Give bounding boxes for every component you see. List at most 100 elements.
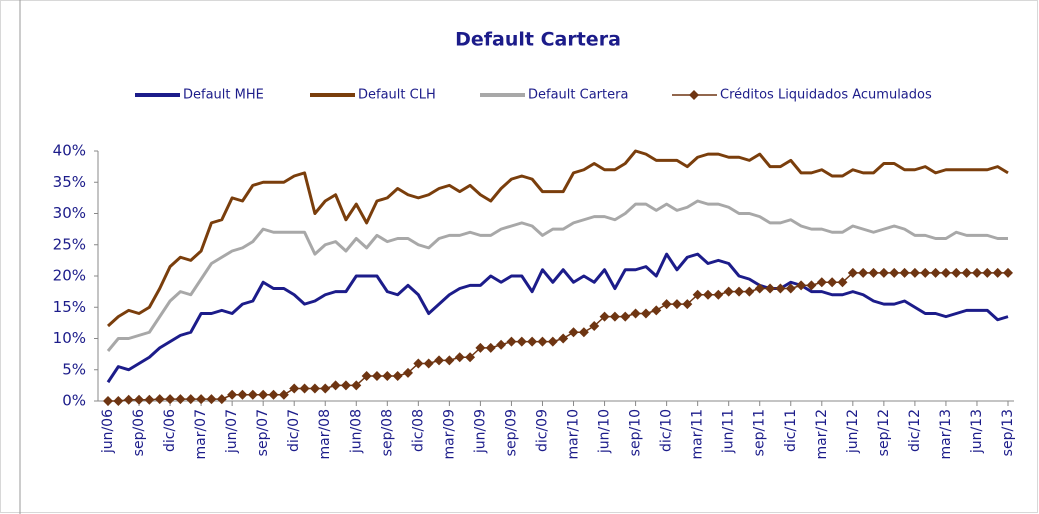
legend-label: Créditos Liquidados Acumulados bbox=[720, 88, 932, 103]
series-line bbox=[108, 272, 1008, 402]
x-tick-label: dic/07 bbox=[286, 409, 302, 452]
x-tick-label: dic/11 bbox=[783, 409, 799, 452]
series-marker bbox=[340, 380, 351, 391]
x-tick-label: mar/09 bbox=[441, 409, 457, 460]
series-marker bbox=[930, 267, 941, 278]
series-line bbox=[106, 199, 1008, 352]
series-marker bbox=[827, 277, 838, 288]
series-marker bbox=[692, 289, 703, 300]
series-marker bbox=[496, 339, 507, 350]
series-marker bbox=[309, 383, 320, 394]
series-marker bbox=[671, 299, 682, 310]
x-tick-label: mar/12 bbox=[814, 409, 830, 460]
x-tick-label: sep/09 bbox=[503, 409, 519, 456]
series-marker bbox=[599, 311, 610, 322]
series-marker bbox=[258, 389, 269, 400]
legend-label: Default Cartera bbox=[528, 88, 628, 103]
series-marker bbox=[289, 383, 300, 394]
x-tick-label: dic/06 bbox=[162, 409, 178, 452]
series-marker bbox=[175, 394, 186, 405]
series-marker bbox=[547, 336, 558, 347]
legend-label: Default MHE bbox=[183, 88, 264, 103]
series-marker bbox=[713, 289, 724, 300]
series-marker bbox=[206, 394, 217, 405]
series-marker bbox=[196, 394, 207, 405]
series-marker bbox=[123, 394, 134, 405]
series-marker bbox=[640, 308, 651, 319]
series-marker bbox=[858, 267, 869, 278]
series-marker bbox=[227, 389, 238, 400]
series-marker bbox=[578, 327, 589, 338]
series-marker bbox=[320, 383, 331, 394]
x-tick-label: mar/08 bbox=[317, 409, 333, 460]
series-marker bbox=[165, 394, 176, 405]
series-marker bbox=[775, 283, 786, 294]
y-tick-label: 0% bbox=[62, 392, 86, 410]
x-tick-label: sep/10 bbox=[628, 409, 644, 456]
series-marker bbox=[816, 277, 827, 288]
series-marker bbox=[558, 333, 569, 344]
series-marker bbox=[899, 267, 910, 278]
series-marker bbox=[485, 342, 496, 353]
series-marker bbox=[723, 286, 734, 297]
x-tick-label: mar/07 bbox=[193, 409, 209, 460]
x-tick-label: mar/10 bbox=[566, 409, 582, 460]
series-marker bbox=[971, 267, 982, 278]
series-marker bbox=[392, 371, 403, 381]
y-tick-label: 40% bbox=[53, 142, 86, 160]
y-tick-label: 35% bbox=[53, 173, 86, 191]
series-marker bbox=[589, 321, 600, 331]
x-tick-label: dic/10 bbox=[659, 409, 675, 452]
series-marker bbox=[454, 352, 465, 363]
series-marker bbox=[351, 380, 362, 391]
series-marker bbox=[465, 352, 476, 363]
x-tick-label: mar/13 bbox=[938, 409, 954, 460]
series-marker bbox=[537, 336, 548, 347]
series-marker bbox=[982, 267, 993, 278]
series-marker bbox=[247, 389, 258, 400]
series-marker bbox=[237, 389, 248, 400]
series-marker bbox=[1003, 267, 1013, 278]
series-marker bbox=[961, 267, 972, 278]
series-line bbox=[106, 252, 1009, 384]
series-marker bbox=[682, 299, 693, 310]
series-marker bbox=[630, 308, 641, 319]
series-marker bbox=[527, 336, 538, 347]
x-tick-label: jun/11 bbox=[721, 409, 737, 454]
x-tick-label: jun/12 bbox=[845, 409, 861, 454]
x-tick-label: sep/07 bbox=[255, 409, 271, 456]
series-marker bbox=[889, 267, 900, 278]
x-tick-label: dic/08 bbox=[410, 409, 426, 452]
series-marker bbox=[837, 277, 848, 288]
series-marker bbox=[299, 383, 310, 394]
y-tick-label: 20% bbox=[53, 267, 86, 285]
series-marker bbox=[992, 267, 1003, 278]
series-marker bbox=[620, 311, 631, 322]
series-marker bbox=[651, 305, 662, 316]
series-marker bbox=[103, 396, 113, 406]
chart-title: Default Cartera bbox=[455, 29, 621, 51]
series-marker bbox=[382, 371, 393, 381]
series-marker bbox=[847, 267, 858, 278]
series-marker bbox=[154, 394, 165, 405]
x-tick-label: jun/10 bbox=[597, 409, 613, 454]
y-tick-label: 15% bbox=[53, 298, 86, 316]
series-marker bbox=[796, 280, 807, 291]
x-tick-label: sep/12 bbox=[876, 409, 892, 456]
series-marker bbox=[506, 336, 517, 347]
series-marker bbox=[785, 283, 796, 294]
y-tick-label: 25% bbox=[53, 235, 86, 253]
series-marker bbox=[703, 289, 713, 300]
series-marker bbox=[744, 286, 755, 297]
y-tick-label: 10% bbox=[53, 329, 86, 347]
series-marker bbox=[361, 371, 372, 381]
legend-marker bbox=[689, 90, 699, 100]
legend-label: Default CLH bbox=[358, 88, 436, 103]
series-marker bbox=[909, 267, 920, 278]
x-tick-label: sep/08 bbox=[379, 409, 395, 456]
series-marker bbox=[765, 283, 776, 294]
y-tick-label: 5% bbox=[62, 360, 86, 378]
series-marker bbox=[423, 358, 434, 369]
